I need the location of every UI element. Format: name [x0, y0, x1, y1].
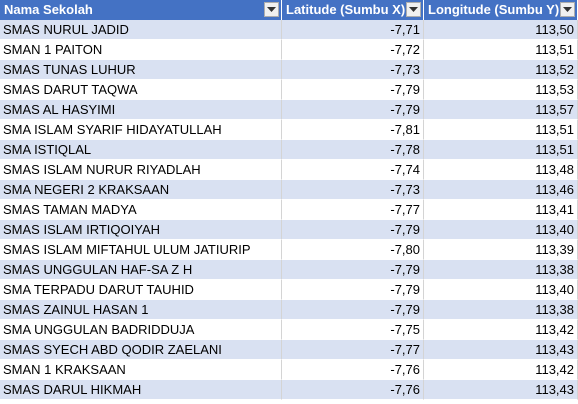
header-longitude[interactable]: Longitude (Sumbu Y) — [424, 0, 578, 20]
table-cell-latitude[interactable]: -7,79 — [282, 80, 424, 100]
table-cell-nama-sekolah[interactable]: SMA UNGGULAN BADRIDDUJA — [0, 320, 282, 340]
table-cell-longitude[interactable]: 113,42 — [424, 360, 578, 380]
header-latitude[interactable]: Latitude (Sumbu X) — [282, 0, 424, 20]
table-cell-nama-sekolah[interactable]: SMA ISTIQLAL — [0, 140, 282, 160]
table-cell-longitude[interactable]: 113,51 — [424, 40, 578, 60]
table-cell-latitude[interactable]: -7,79 — [282, 300, 424, 320]
table-cell-latitude[interactable]: -7,78 — [282, 140, 424, 160]
table-cell-longitude[interactable]: 113,38 — [424, 260, 578, 280]
table-cell-nama-sekolah[interactable]: SMA TERPADU DARUT TAUHID — [0, 280, 282, 300]
table-cell-latitude[interactable]: -7,80 — [282, 240, 424, 260]
table-cell-latitude[interactable]: -7,71 — [282, 20, 424, 40]
table-cell-latitude[interactable]: -7,79 — [282, 260, 424, 280]
table-cell-longitude[interactable]: 113,48 — [424, 160, 578, 180]
table-cell-longitude[interactable]: 113,51 — [424, 120, 578, 140]
dropdown-arrow-icon — [563, 6, 572, 12]
table-cell-latitude[interactable]: -7,81 — [282, 120, 424, 140]
table-cell-nama-sekolah[interactable]: SMAS TUNAS LUHUR — [0, 60, 282, 80]
table-cell-latitude[interactable]: -7,76 — [282, 360, 424, 380]
table-cell-nama-sekolah[interactable]: SMAS ZAINUL HASAN 1 — [0, 300, 282, 320]
table-cell-longitude[interactable]: 113,43 — [424, 340, 578, 360]
table-cell-latitude[interactable]: -7,72 — [282, 40, 424, 60]
table-cell-longitude[interactable]: 113,43 — [424, 380, 578, 400]
table-cell-latitude[interactable]: -7,74 — [282, 160, 424, 180]
header-nama-sekolah-label: Nama Sekolah — [4, 2, 93, 17]
table-cell-longitude[interactable]: 113,42 — [424, 320, 578, 340]
table-cell-nama-sekolah[interactable]: SMAS UNGGULAN HAF-SA Z H — [0, 260, 282, 280]
table-cell-latitude[interactable]: -7,79 — [282, 220, 424, 240]
header-latitude-label: Latitude (Sumbu X) — [286, 2, 406, 17]
table-cell-nama-sekolah[interactable]: SMAS AL HASYIMI — [0, 100, 282, 120]
table-cell-latitude[interactable]: -7,75 — [282, 320, 424, 340]
dropdown-arrow-icon — [409, 6, 418, 12]
table-cell-latitude[interactable]: -7,77 — [282, 200, 424, 220]
table-cell-nama-sekolah[interactable]: SMAS DARUT TAQWA — [0, 80, 282, 100]
table-cell-latitude[interactable]: -7,79 — [282, 280, 424, 300]
table-cell-longitude[interactable]: 113,39 — [424, 240, 578, 260]
filter-dropdown-latitude[interactable] — [406, 2, 421, 17]
table-cell-longitude[interactable]: 113,41 — [424, 200, 578, 220]
table-cell-nama-sekolah[interactable]: SMAS NURUL JADID — [0, 20, 282, 40]
table-cell-longitude[interactable]: 113,57 — [424, 100, 578, 120]
table-cell-longitude[interactable]: 113,46 — [424, 180, 578, 200]
table-cell-longitude[interactable]: 113,40 — [424, 280, 578, 300]
table-cell-latitude[interactable]: -7,76 — [282, 380, 424, 400]
table-cell-longitude[interactable]: 113,50 — [424, 20, 578, 40]
table-cell-longitude[interactable]: 113,40 — [424, 220, 578, 240]
table-cell-longitude[interactable]: 113,51 — [424, 140, 578, 160]
table-cell-longitude[interactable]: 113,38 — [424, 300, 578, 320]
filter-dropdown-name[interactable] — [264, 2, 279, 17]
table-cell-nama-sekolah[interactable]: SMA ISLAM SYARIF HIDAYATULLAH — [0, 120, 282, 140]
header-longitude-label: Longitude (Sumbu Y) — [428, 2, 560, 17]
table-cell-nama-sekolah[interactable]: SMAS ISLAM NURUR RIYADLAH — [0, 160, 282, 180]
table-cell-latitude[interactable]: -7,77 — [282, 340, 424, 360]
table-cell-latitude[interactable]: -7,73 — [282, 60, 424, 80]
table-cell-nama-sekolah[interactable]: SMAN 1 KRAKSAAN — [0, 360, 282, 380]
table-cell-nama-sekolah[interactable]: SMA NEGERI 2 KRAKSAAN — [0, 180, 282, 200]
header-nama-sekolah[interactable]: Nama Sekolah — [0, 0, 282, 20]
dropdown-arrow-icon — [267, 6, 276, 12]
table-cell-nama-sekolah[interactable]: SMAS DARUL HIKMAH — [0, 380, 282, 400]
table-cell-nama-sekolah[interactable]: SMAS ISLAM IRTIQOIYAH — [0, 220, 282, 240]
table-cell-nama-sekolah[interactable]: SMAS ISLAM MIFTAHUL ULUM JATIURIP — [0, 240, 282, 260]
table-cell-latitude[interactable]: -7,79 — [282, 100, 424, 120]
table-cell-latitude[interactable]: -7,73 — [282, 180, 424, 200]
table-cell-nama-sekolah[interactable]: SMAS SYECH ABD QODIR ZAELANI — [0, 340, 282, 360]
filter-dropdown-longitude[interactable] — [560, 2, 575, 17]
table-cell-nama-sekolah[interactable]: SMAN 1 PAITON — [0, 40, 282, 60]
table-cell-longitude[interactable]: 113,52 — [424, 60, 578, 80]
table-cell-longitude[interactable]: 113,53 — [424, 80, 578, 100]
table-cell-nama-sekolah[interactable]: SMAS TAMAN MADYA — [0, 200, 282, 220]
